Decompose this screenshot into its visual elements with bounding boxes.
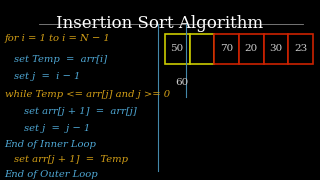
Text: 70: 70 bbox=[220, 44, 233, 53]
Text: 60: 60 bbox=[175, 78, 188, 87]
Text: set Temp  =  arr[i]: set Temp = arr[i] bbox=[14, 55, 107, 64]
Bar bbox=[264, 34, 288, 64]
Text: while Temp <= arr[j] and j >= 0: while Temp <= arr[j] and j >= 0 bbox=[4, 90, 170, 99]
Bar bbox=[214, 34, 239, 64]
Text: set j  =  i − 1: set j = i − 1 bbox=[14, 72, 80, 81]
Text: End of Inner Loop: End of Inner Loop bbox=[4, 140, 96, 149]
Text: 23: 23 bbox=[294, 44, 308, 53]
Text: for i = 1 to i = N − 1: for i = 1 to i = N − 1 bbox=[4, 34, 110, 43]
Text: 30: 30 bbox=[269, 44, 283, 53]
Text: set arr[j + 1]  =  arr[j]: set arr[j + 1] = arr[j] bbox=[24, 107, 136, 116]
Text: set j  =  j − 1: set j = j − 1 bbox=[24, 124, 90, 133]
Bar bbox=[165, 34, 189, 64]
Text: End of Outer Loop: End of Outer Loop bbox=[4, 170, 98, 179]
Text: set arr[j + 1]  =  Temp: set arr[j + 1] = Temp bbox=[14, 155, 128, 164]
Text: Insertion Sort Algorithm: Insertion Sort Algorithm bbox=[56, 15, 264, 32]
Bar bbox=[239, 34, 264, 64]
Bar bbox=[288, 34, 313, 64]
Bar bbox=[189, 34, 214, 64]
Text: 50: 50 bbox=[171, 44, 184, 53]
Text: 20: 20 bbox=[245, 44, 258, 53]
